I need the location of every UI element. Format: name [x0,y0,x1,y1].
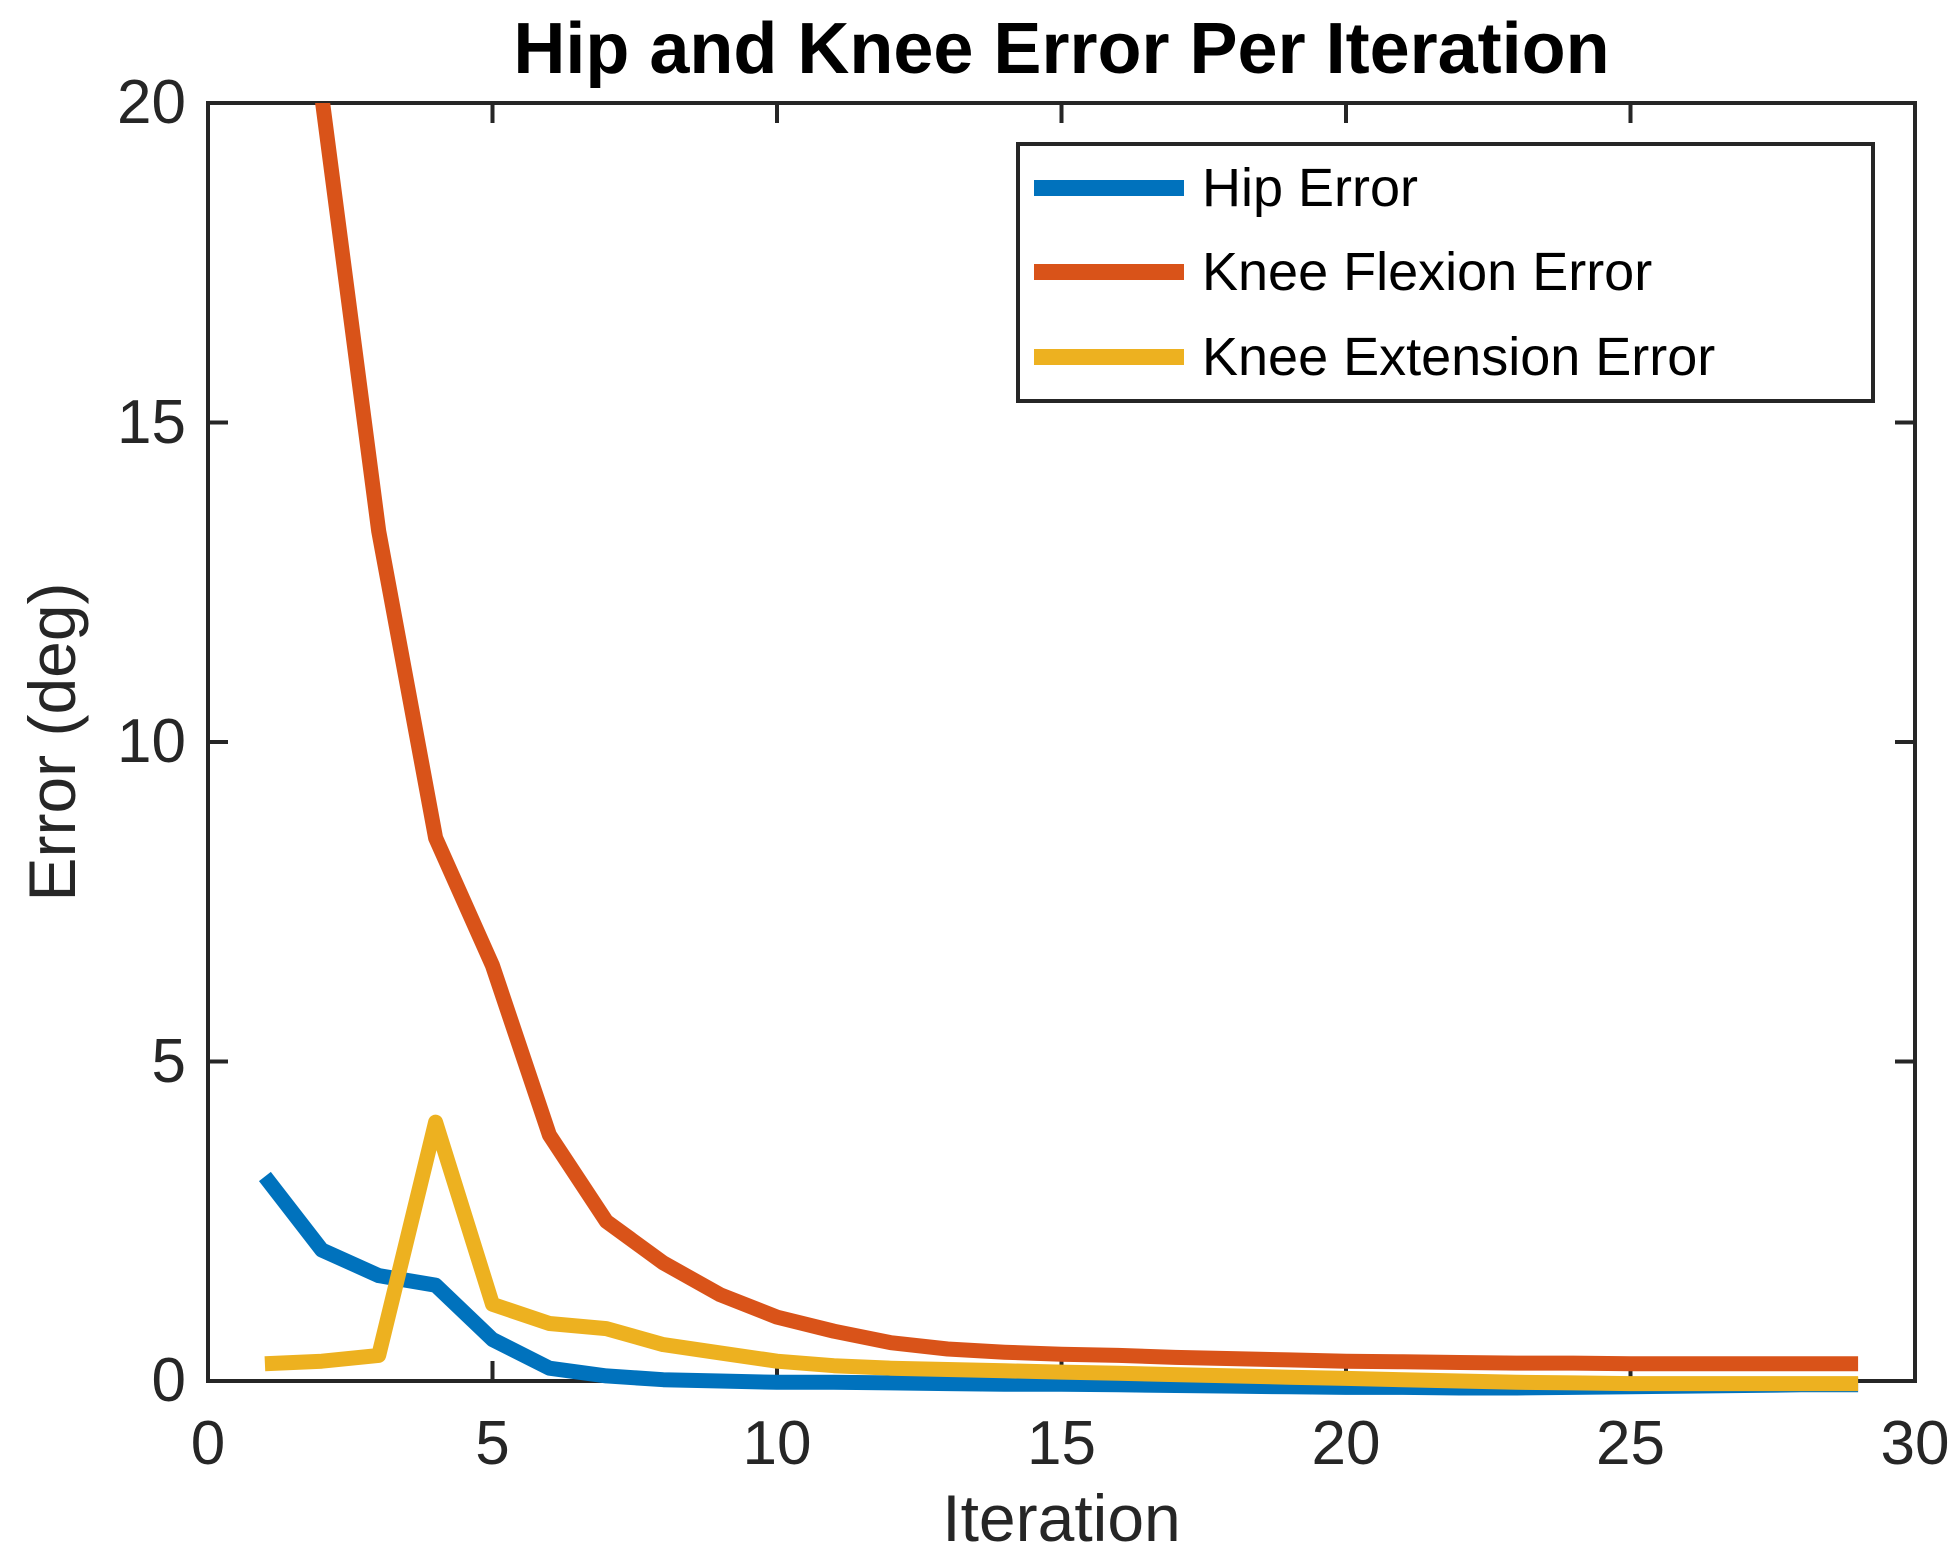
legend-item-knee-extension-error: Knee Extension Error [1020,315,1871,399]
legend: Hip Error Knee Flexion Error Knee Extens… [1016,142,1875,403]
x-tick-label: 30 [1880,1409,1950,1478]
legend-item-knee-flexion-error: Knee Flexion Error [1020,230,1871,314]
x-tick-label: 0 [190,1409,226,1478]
x-tick-label: 20 [1311,1409,1381,1478]
knee-extension-error-line-swatch [1034,348,1184,365]
series-group [258,103,1859,1396]
hip-error-line-swatch [1034,180,1184,197]
legend-label: Knee Flexion Error [1202,242,1653,303]
y-tick-label: 10 [117,707,186,776]
legend-item-hip-error: Hip Error [1020,146,1871,230]
legend-label: Hip Error [1202,158,1419,219]
x-tick-label: 15 [1027,1409,1096,1478]
knee-flexion-error-line [315,103,1859,1372]
x-tick-label: 5 [475,1409,510,1478]
y-tick-label: 15 [117,387,186,457]
x-tick-label: 25 [1596,1409,1665,1478]
knee-extension-error-line [264,1114,1859,1392]
legend-label: Knee Extension Error [1202,326,1716,387]
chart-title: Hip and Knee Error Per Iteration [513,9,1610,89]
y-tick-label: 5 [151,1026,186,1096]
x-axis-label: Iteration [942,1481,1181,1555]
y-tick-label: 0 [151,1346,186,1415]
y-tick-label: 20 [117,68,186,137]
knee-flexion-error-line-swatch [1034,264,1184,281]
x-tick-label: 10 [742,1409,812,1478]
